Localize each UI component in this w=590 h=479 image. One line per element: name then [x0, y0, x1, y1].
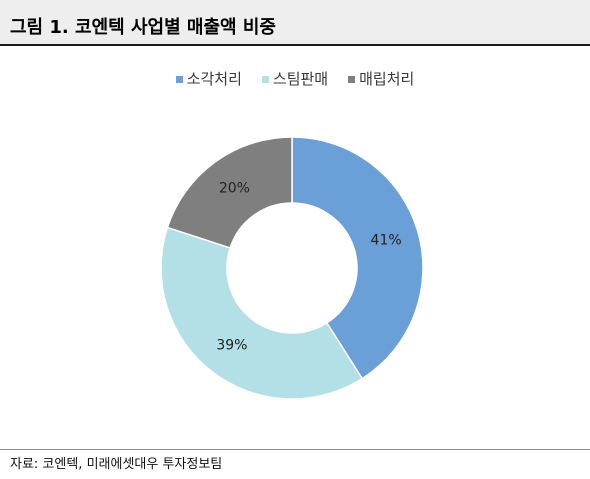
chart-legend: 소각처리 스팀판매 매립처리	[0, 70, 590, 88]
figure-title: 그림 1. 코엔텍 사업별 매출액 비중	[10, 17, 276, 38]
legend-item-incineration: 소각처리	[175, 70, 242, 88]
donut-slice-landfill	[166, 136, 293, 249]
donut-chart: 41% 39% 20%	[160, 136, 424, 400]
data-label-incineration: 41%	[371, 233, 402, 249]
donut-ring	[160, 136, 424, 400]
legend-label-steam-sales: 스팀판매	[272, 70, 329, 88]
data-label-steam-sales: 39%	[216, 337, 247, 353]
source-note: 자료: 코엔텍, 미래에셋대우 투자정보팀	[10, 457, 223, 472]
legend-label-landfill: 매립처리	[359, 70, 415, 88]
legend-swatch-steam-sales	[261, 75, 269, 83]
legend-item-steam-sales: 스팀판매	[261, 70, 329, 88]
donut-slice-incineration	[291, 136, 424, 380]
source-divider	[0, 449, 590, 450]
data-label-landfill: 20%	[219, 181, 250, 197]
donut-slice-steam-sales	[160, 226, 364, 400]
legend-swatch-incineration	[175, 75, 183, 83]
legend-swatch-landfill	[348, 75, 356, 83]
legend-item-landfill: 매립처리	[348, 70, 414, 88]
title-divider	[0, 44, 590, 46]
figure-title-bar: 그림 1. 코엔텍 사업별 매출액 비중	[0, 0, 590, 44]
data-labels: 41% 39% 20%	[216, 181, 401, 354]
legend-label-incineration: 소각처리	[186, 70, 242, 88]
